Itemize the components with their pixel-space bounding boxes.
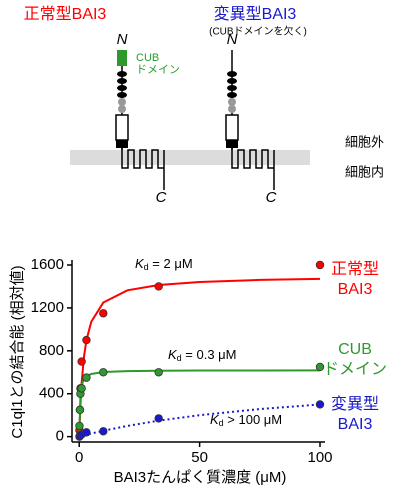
fit-curve: [78, 369, 321, 437]
data-point: [77, 357, 86, 366]
intracellular-label: 細胞内: [345, 164, 384, 179]
kd-label-part: d: [219, 418, 224, 428]
normal-title: 正常型BAI3: [24, 5, 107, 23]
domain: [118, 105, 126, 113]
cub-domain: [117, 50, 127, 66]
kd-label-part: = 2 μM: [149, 256, 193, 271]
gps-domain: [226, 140, 238, 148]
data-point: [77, 384, 86, 393]
data-point: [82, 335, 91, 345]
kd-label: Kd > 100 μM: [210, 412, 282, 428]
series-label: 正常型: [331, 260, 379, 278]
series-label: 変異型: [331, 395, 379, 413]
domain: [227, 78, 237, 84]
extracellular-label: 細胞外: [345, 134, 384, 149]
data-point: [99, 309, 108, 318]
kd-label-part: d: [177, 353, 182, 363]
kd-label-part: > 100 μM: [224, 412, 282, 427]
data-point: [315, 260, 325, 270]
y-tick-label: 1200: [31, 299, 64, 316]
data-point: [99, 427, 108, 436]
data-point: [82, 428, 91, 437]
domain: [228, 105, 236, 113]
cub-label: ドメイン: [136, 64, 180, 76]
data-point: [99, 368, 108, 377]
x-tick-label: 100: [307, 449, 332, 466]
y-tick-label: 1600: [31, 256, 64, 273]
data-point: [315, 362, 325, 372]
gps-domain: [116, 140, 128, 148]
cub-label: CUB: [136, 52, 159, 64]
kd-label: Kd = 0.3 μM: [168, 347, 237, 363]
kd-label-part: = 0.3 μM: [182, 347, 237, 362]
domain: [228, 98, 236, 106]
x-tick-label: 50: [191, 449, 208, 466]
data-point: [154, 282, 163, 291]
domain: [118, 98, 126, 106]
fit-curve: [78, 403, 321, 438]
y-tick-label: 0: [56, 428, 64, 445]
x-tick-label: 0: [75, 449, 83, 466]
domain: [117, 78, 127, 84]
mutant-title: 変異型BAI3: [214, 5, 297, 23]
data-point: [75, 405, 85, 415]
series-label: BAI3: [338, 416, 373, 433]
transmembrane: [231, 148, 275, 190]
data-point: [82, 373, 91, 382]
mutant-note: (CUBドメインを欠く): [209, 25, 307, 38]
c-terminus-label: C: [266, 189, 277, 206]
kd-label-part: K: [168, 347, 178, 362]
kd-label-part: K: [210, 412, 220, 427]
series-label: BAI3: [338, 281, 373, 298]
y-tick-label: 400: [39, 385, 64, 402]
series-label: CUB: [338, 341, 372, 358]
domain: [117, 85, 127, 91]
transmembrane: [121, 148, 165, 190]
kd-label: Kd = 2 μM: [135, 256, 193, 272]
domain: [227, 92, 237, 98]
n-terminus-label: N: [117, 31, 128, 48]
kd-label-part: K: [135, 256, 145, 271]
data-point: [75, 421, 84, 431]
x-axis-label: BAI3たんぱく質濃度 (μM): [114, 468, 287, 486]
y-tick-label: 800: [39, 342, 64, 359]
c-terminus-label: C: [156, 189, 167, 206]
domain: [227, 71, 237, 77]
domain: [117, 92, 127, 98]
gain-domain: [225, 114, 239, 141]
domain: [227, 85, 237, 91]
domain: [117, 71, 127, 77]
gain-domain: [115, 114, 129, 141]
data-point: [315, 400, 325, 409]
y-axis-label: C1ql1との結合能 (相対値): [9, 265, 26, 438]
series-label: ドメイン: [323, 361, 387, 378]
n-terminus-label: N: [227, 31, 238, 48]
kd-label-part: d: [144, 262, 149, 272]
data-point: [154, 414, 163, 423]
data-point: [154, 368, 163, 377]
